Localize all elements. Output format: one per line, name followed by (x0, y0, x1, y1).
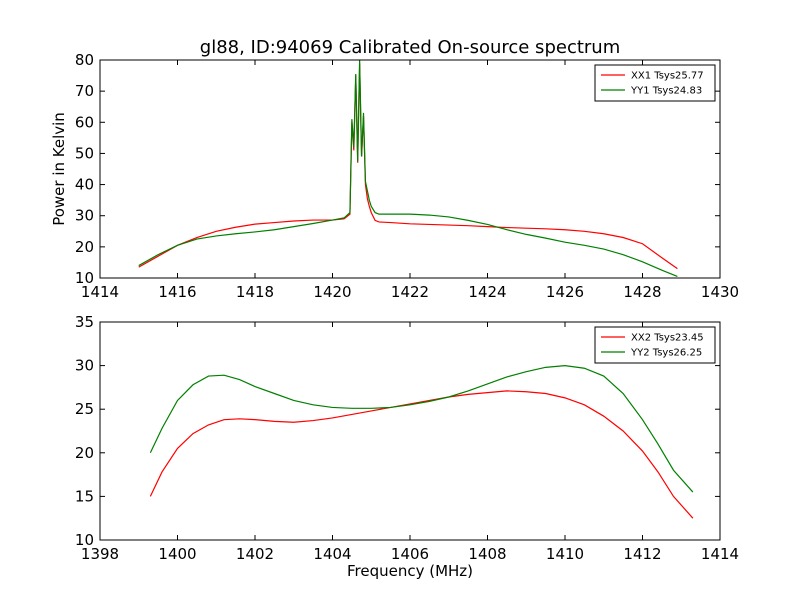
bottom-x-tick-label: 1402 (236, 545, 274, 563)
bottom-y-tick-label: 15 (75, 487, 94, 505)
bottom-x-tick-label: 1398 (81, 545, 119, 563)
bottom-legend-label-1: XX2 Tsys23.45 (631, 333, 704, 344)
top-y-tick-label: 50 (75, 144, 94, 162)
top-legend-label-2: YY1 Tsys24.83 (630, 86, 702, 97)
top-x-tick-label: 1416 (158, 283, 196, 301)
top-panel: 1414 1416 1418 1420 1422 1424 1426 1428 1430 10 20… (50, 51, 739, 301)
bottom-x-tick-label: 1412 (623, 545, 661, 563)
top-y-tick-label: 10 (75, 269, 94, 287)
bottom-y-tick-label: 30 (75, 357, 94, 375)
bottom-x-tick-label: 1408 (468, 545, 506, 563)
top-y-tick-label: 30 (75, 207, 94, 225)
bottom-x-tick-label: 1414 (701, 545, 739, 563)
bottom-x-tick-label: 1410 (546, 545, 584, 563)
bottom-series-line-2 (149, 364, 694, 493)
top-y-tick-label: 40 (75, 176, 94, 194)
top-legend-label-1: XX1 Tsys25.77 (631, 71, 704, 82)
bottom-y-tick-label: 25 (75, 400, 94, 418)
top-x-tick-label: 1420 (313, 283, 351, 301)
top-y-tick-label: 60 (75, 113, 94, 131)
top-y-tick-label: 80 (75, 51, 94, 69)
chart-title: gl88, ID:94069 Calibrated On-source spec… (200, 37, 620, 58)
top-x-tick-label: 1422 (391, 283, 429, 301)
bottom-panel: 1398 1400 1402 1404 1406 1408 1410 1412 1414 10 15… (75, 313, 739, 580)
bottom-x-axis-label: Frequency (MHz) (347, 562, 473, 580)
bottom-y-tick-label: 10 (75, 531, 94, 549)
top-y-tick-label: 70 (75, 82, 94, 100)
top-x-tick-label: 1428 (623, 283, 661, 301)
bottom-legend (594, 326, 716, 364)
top-y-axis-label: Power in Kelvin (50, 112, 68, 226)
bottom-y-tick-label: 35 (75, 313, 94, 331)
top-x-tick-label: 1418 (236, 283, 274, 301)
bottom-x-tick-label: 1406 (391, 545, 429, 563)
top-series-line-1 (138, 63, 678, 270)
top-legend (594, 64, 716, 102)
bottom-x-tick-label: 1404 (313, 545, 351, 563)
bottom-y-tick-label: 20 (75, 444, 94, 462)
top-x-tick-label: 1426 (546, 283, 584, 301)
top-x-tick-label: 1414 (81, 283, 119, 301)
top-x-tick-label: 1430 (701, 283, 739, 301)
top-series-line-2 (138, 60, 678, 277)
top-x-tick-label: 1424 (468, 283, 506, 301)
bottom-legend-label-2: YY2 Tsys26.25 (630, 348, 702, 359)
bottom-x-tick-label: 1400 (158, 545, 196, 563)
bottom-series-line-1 (149, 390, 694, 519)
top-y-tick-label: 20 (75, 238, 94, 256)
